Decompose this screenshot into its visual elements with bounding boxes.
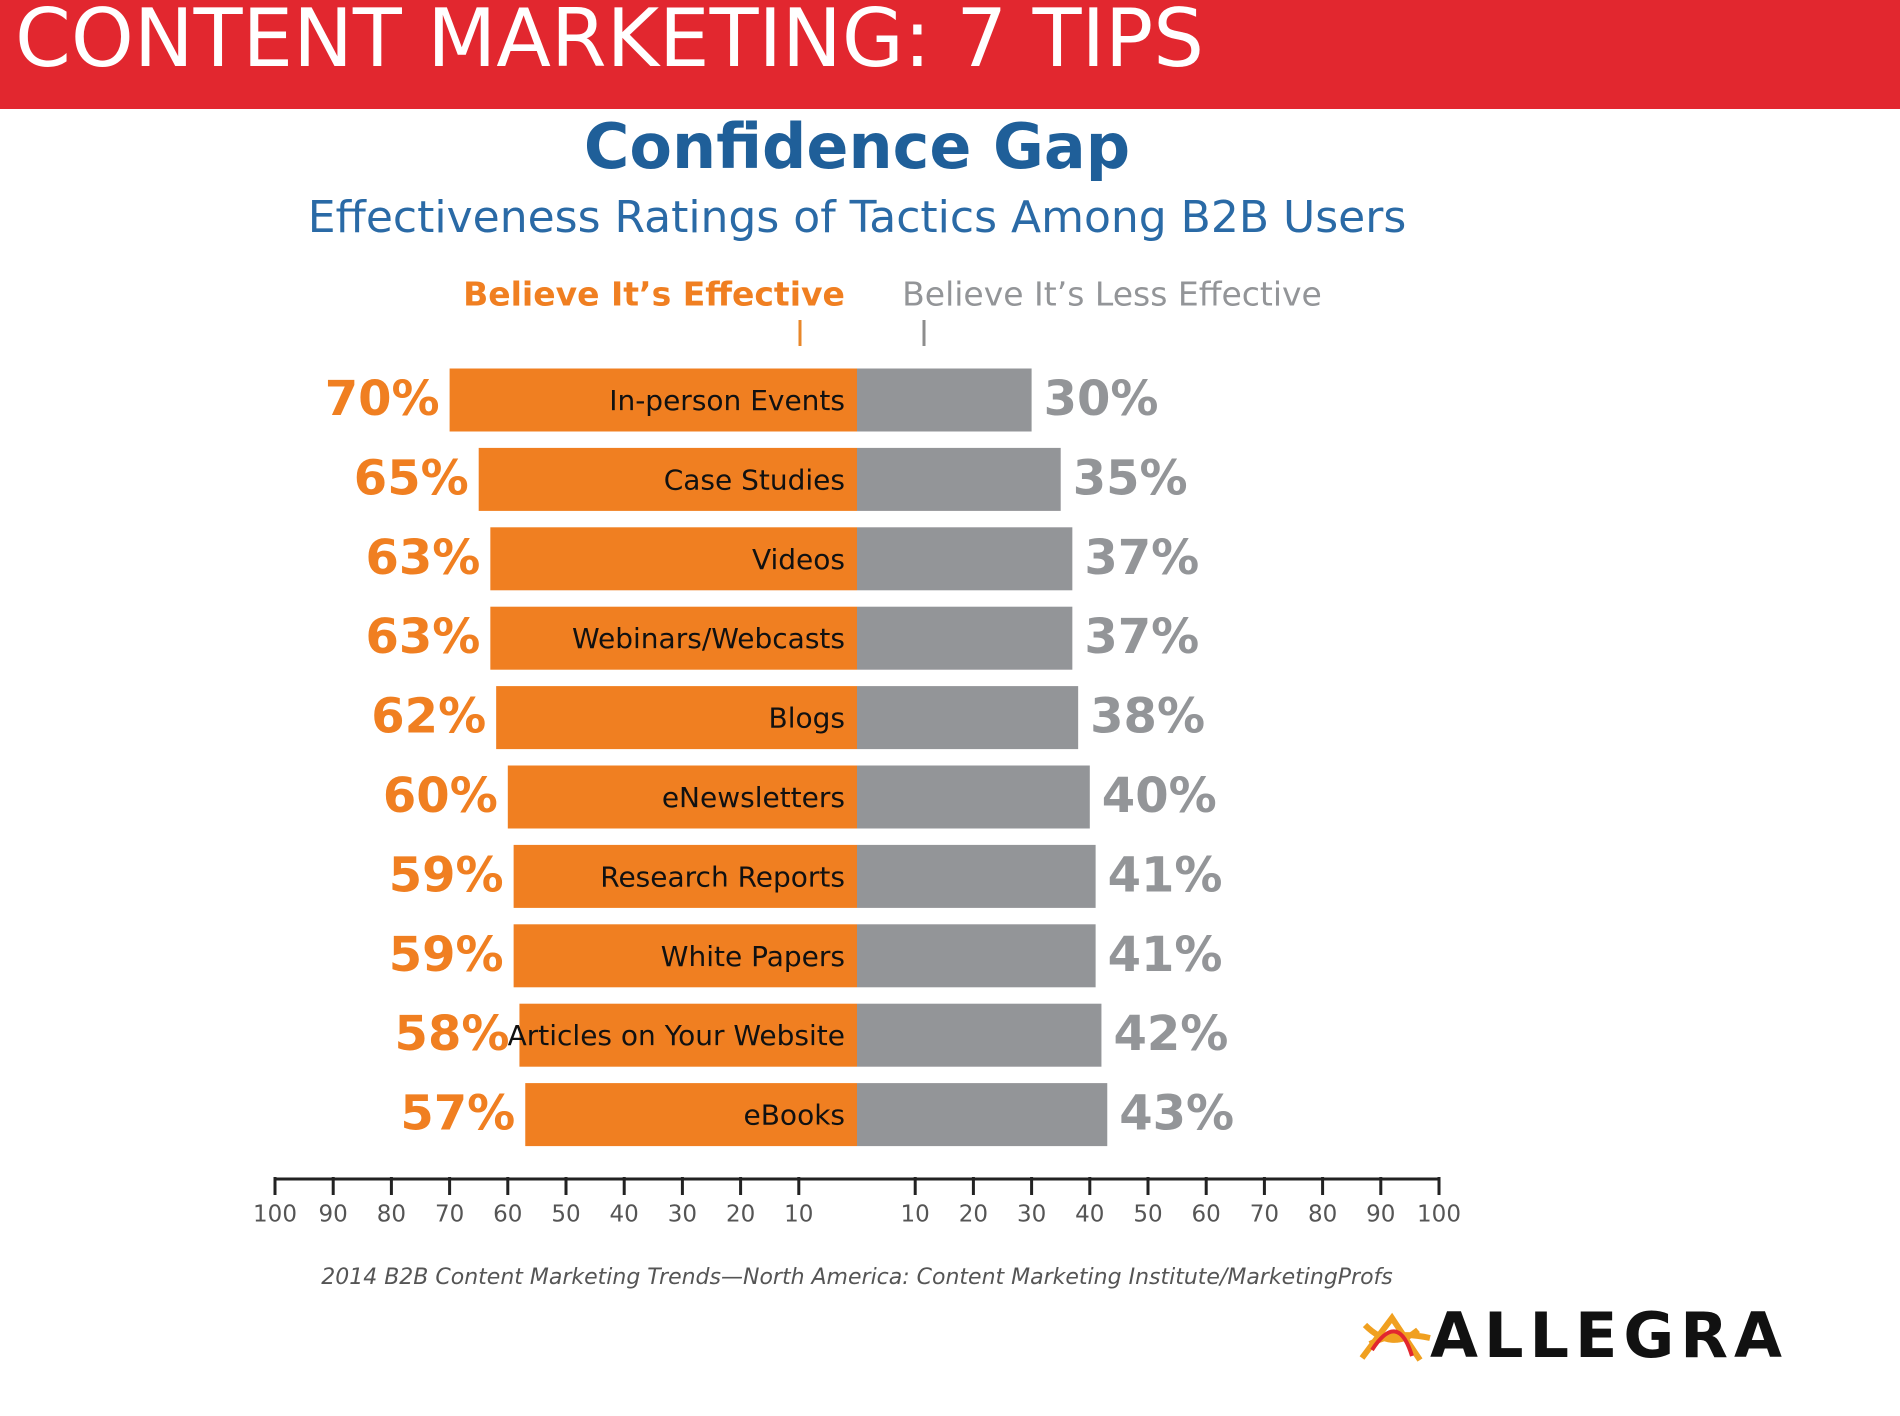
x-tick-label: 40 (1075, 1202, 1104, 1228)
x-tick-label: 40 (610, 1202, 639, 1228)
bar-less-effective (857, 368, 1032, 432)
category-label: Case Studies (664, 463, 845, 496)
value-label: 37% (1084, 530, 1199, 586)
x-tick-label: 10 (901, 1202, 930, 1228)
bar-effective (513, 844, 857, 908)
bar-effective (490, 606, 857, 670)
value-label: 42% (1113, 1006, 1228, 1062)
header-band (0, 0, 1900, 109)
value-label: 57% (400, 1086, 515, 1142)
bar-effective (519, 1003, 857, 1067)
value-label: 38% (1090, 689, 1205, 745)
bar-less-effective (857, 686, 1079, 750)
slide-title: CONTENT MARKETING: 7 TIPS (15, 0, 1204, 85)
x-tick-label: 100 (1417, 1202, 1461, 1228)
logo-text: ALLEGRA (1430, 1299, 1788, 1372)
value-label: 43% (1119, 1086, 1234, 1142)
value-label: 63% (365, 530, 480, 586)
bar-effective (496, 686, 857, 750)
chart-subtitle: Effectiveness Ratings of Tactics Among B… (308, 192, 1407, 243)
value-label: 59% (389, 927, 504, 983)
category-label: Articles on Your Website (508, 1019, 845, 1052)
x-tick-label: 70 (435, 1202, 464, 1228)
x-tick-label: 80 (377, 1202, 406, 1228)
value-label: 65% (354, 450, 469, 506)
value-label: 40% (1102, 768, 1217, 824)
bar-effective (490, 527, 857, 591)
value-label: 62% (371, 689, 486, 745)
value-label: 37% (1084, 609, 1199, 665)
category-label: Videos (752, 543, 845, 576)
bar-effective (513, 924, 857, 988)
value-label: 60% (383, 768, 498, 824)
category-label: White Papers (661, 940, 845, 973)
x-tick-label: 30 (1017, 1202, 1046, 1228)
x-tick-label: 20 (959, 1202, 988, 1228)
bar-less-effective (857, 1083, 1108, 1147)
value-label: 41% (1108, 847, 1223, 903)
x-tick-label: 10 (784, 1202, 813, 1228)
legend-label: Believe It’s Effective (463, 275, 845, 314)
x-tick-label: 60 (493, 1202, 522, 1228)
x-tick-label: 30 (668, 1202, 697, 1228)
bar-effective (507, 765, 857, 829)
logo-mark (1359, 1312, 1431, 1362)
value-label: 59% (389, 847, 504, 903)
x-tick-label: 90 (1366, 1202, 1395, 1228)
x-tick-label: 50 (1133, 1202, 1162, 1228)
bar-less-effective (857, 447, 1061, 511)
logo-mark (1370, 1329, 1414, 1357)
value-label: 35% (1073, 450, 1188, 506)
x-tick-label: 50 (551, 1202, 580, 1228)
category-label: eNewsletters (662, 781, 845, 814)
x-tick-label: 90 (319, 1202, 348, 1228)
bar-effective (525, 1083, 857, 1147)
logo: ALLEGRA (1359, 1299, 1788, 1372)
bar-effective (478, 447, 857, 511)
value-label: 58% (395, 1006, 510, 1062)
category-label: Blogs (769, 702, 845, 735)
value-label: 70% (325, 371, 440, 427)
category-label: Research Reports (600, 860, 845, 893)
x-tick-label: 80 (1308, 1202, 1337, 1228)
value-label: 41% (1108, 927, 1223, 983)
x-tick-label: 60 (1192, 1202, 1221, 1228)
source-note: 2014 B2B Content Marketing Trends—North … (321, 1265, 1393, 1290)
category-label: Webinars/Webcasts (572, 622, 845, 655)
category-label: eBooks (744, 1099, 846, 1132)
bar-less-effective (857, 527, 1073, 591)
bar-less-effective (857, 1003, 1102, 1067)
bar-less-effective (857, 924, 1096, 988)
bar-less-effective (857, 765, 1090, 829)
x-tick-label: 100 (253, 1202, 297, 1228)
bar-less-effective (857, 844, 1096, 908)
x-tick-label: 70 (1250, 1202, 1279, 1228)
legend-label: Believe It’s Less Effective (902, 275, 1322, 314)
x-tick-label: 20 (726, 1202, 755, 1228)
bar-effective (449, 368, 857, 432)
category-label: In-person Events (609, 384, 845, 417)
chart-title: Confidence Gap (584, 110, 1130, 183)
value-label: 63% (365, 609, 480, 665)
bar-less-effective (857, 606, 1073, 670)
value-label: 30% (1044, 371, 1159, 427)
